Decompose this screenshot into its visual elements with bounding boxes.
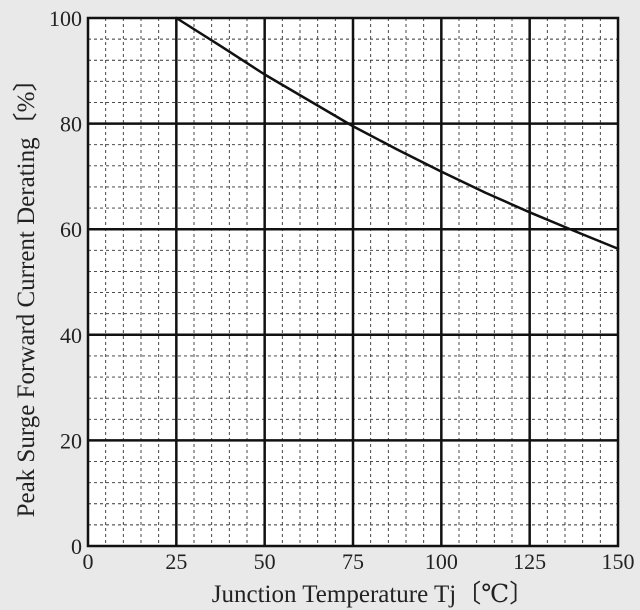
x-tick-label: 75 <box>342 549 364 574</box>
x-tick-label: 125 <box>513 549 546 574</box>
x-tick-label: 100 <box>425 549 458 574</box>
y-axis-title: Peak Surge Forward Current Derating〔%〕 <box>12 67 40 518</box>
series-layer <box>175 16 620 250</box>
y-tick-label: 100 <box>49 6 82 31</box>
x-tick-label: 25 <box>165 549 187 574</box>
plot-frame <box>86 16 620 548</box>
y-tick-label: 20 <box>60 428 82 453</box>
y-tick-labels: 0 20 40 60 80 100 <box>49 6 82 559</box>
y-tick-label: 60 <box>60 217 82 242</box>
derating-curve <box>175 16 620 250</box>
x-tick-labels: 0 25 50 75 100 125 150 <box>83 549 635 574</box>
y-tick-label: 0 <box>71 534 82 559</box>
x-tick-label: 0 <box>83 549 94 574</box>
major-grid <box>88 18 618 546</box>
y-tick-label: 40 <box>60 323 82 348</box>
y-tick-label: 80 <box>60 112 82 137</box>
x-axis-title: Junction Temperature Tj〔℃〕 <box>212 580 534 608</box>
x-tick-label: 50 <box>254 549 276 574</box>
x-tick-label: 150 <box>602 549 635 574</box>
